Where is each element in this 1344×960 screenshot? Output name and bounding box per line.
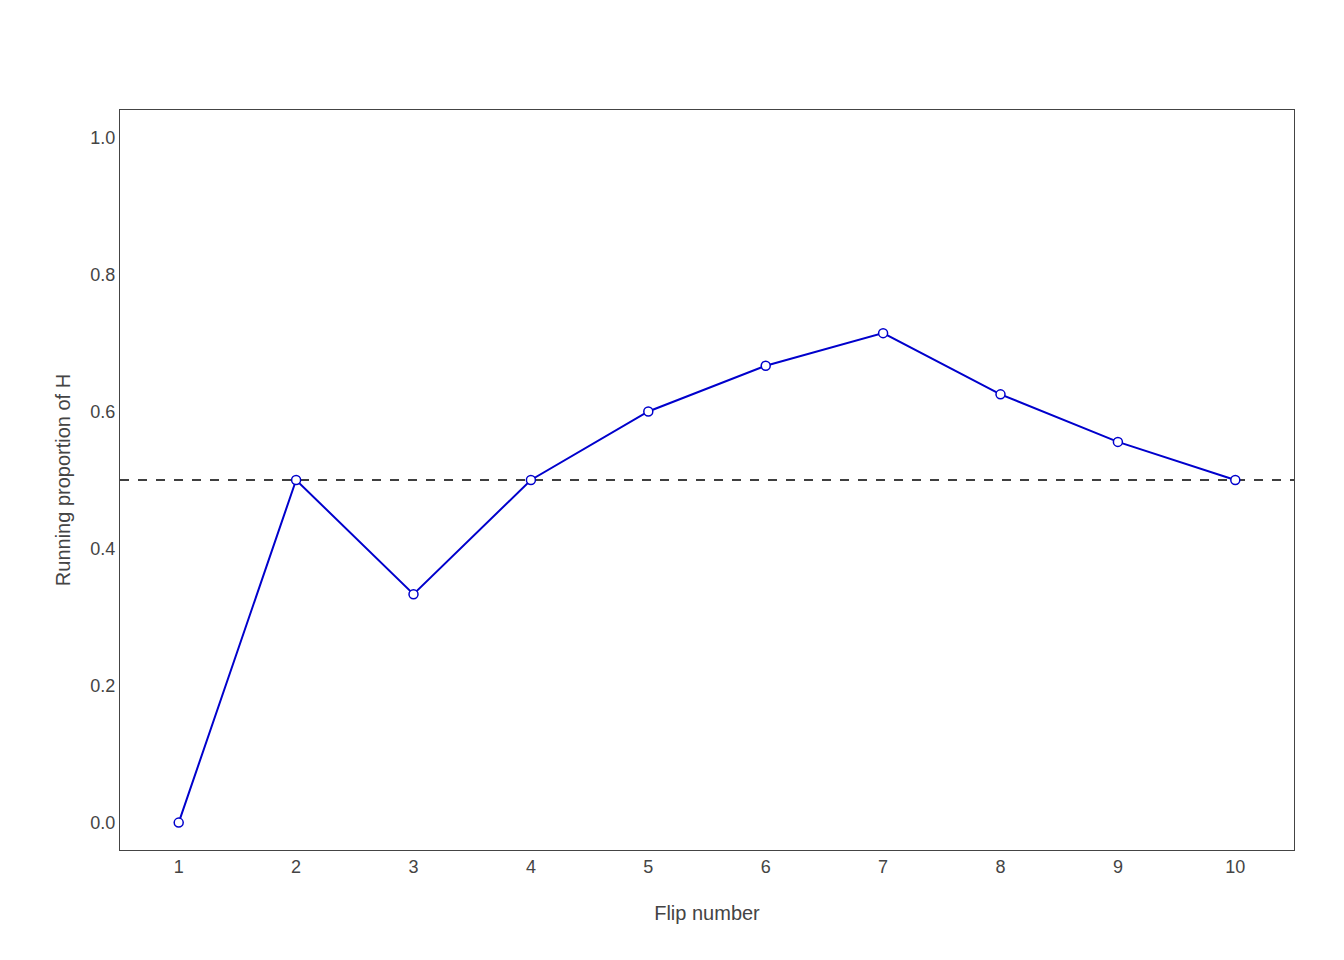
- svg-text:0.8: 0.8: [90, 265, 115, 285]
- svg-text:Flip number: Flip number: [654, 902, 760, 924]
- svg-text:2: 2: [291, 857, 301, 877]
- svg-text:3: 3: [408, 857, 418, 877]
- svg-text:8: 8: [995, 857, 1005, 877]
- svg-text:0.2: 0.2: [90, 676, 115, 696]
- svg-text:1: 1: [174, 857, 184, 877]
- svg-text:0.0: 0.0: [90, 813, 115, 833]
- svg-text:7: 7: [878, 857, 888, 877]
- svg-text:Running proportion of H: Running proportion of H: [52, 374, 74, 586]
- svg-text:6: 6: [761, 857, 771, 877]
- svg-text:10: 10: [1225, 857, 1245, 877]
- svg-text:0.4: 0.4: [90, 539, 115, 559]
- svg-text:9: 9: [1113, 857, 1123, 877]
- svg-text:1.0: 1.0: [90, 128, 115, 148]
- svg-text:5: 5: [643, 857, 653, 877]
- svg-text:4: 4: [526, 857, 536, 877]
- svg-text:0.6: 0.6: [90, 402, 115, 422]
